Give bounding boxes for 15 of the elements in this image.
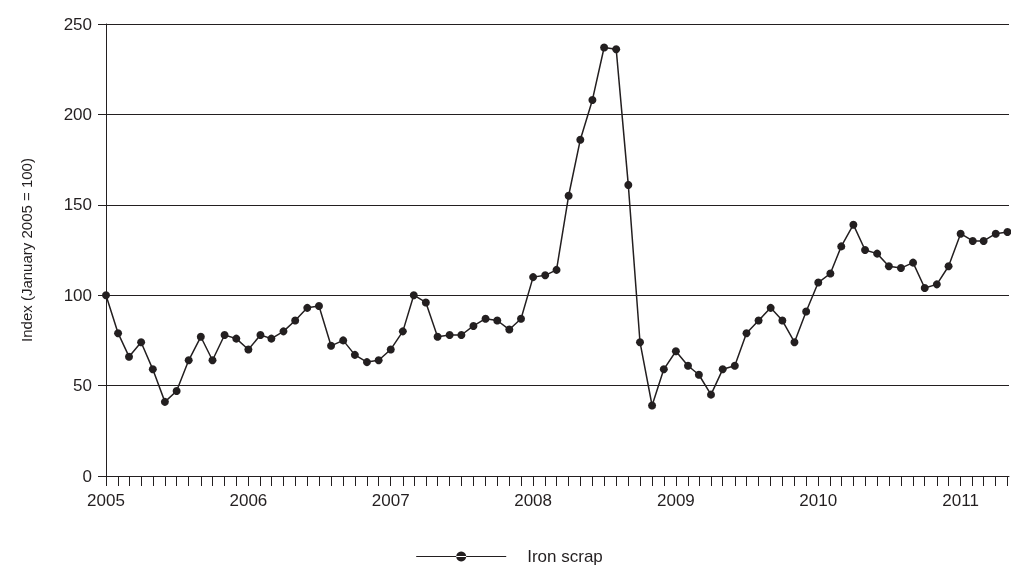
x-tick-label: 2005 (87, 491, 125, 510)
y-tick-label: 250 (63, 14, 92, 34)
y-tick-label: 50 (73, 376, 92, 396)
x-tick-label: 2007 (371, 491, 410, 510)
x-tick-label: 2006 (229, 491, 268, 510)
x-tick-label: 2010 (799, 491, 838, 510)
y-tick-label: 200 (63, 104, 92, 124)
y-tick-label: 100 (63, 285, 92, 305)
x-tick-label: 2009 (656, 491, 695, 510)
y-axis-title: Index (January 2005 = 100) (18, 158, 35, 342)
y-tick-label: 150 (63, 195, 92, 215)
x-tick-label: 2008 (514, 491, 553, 510)
y-tick-label: 0 (82, 466, 92, 486)
text: Iron scrap (527, 547, 603, 566)
x-tick-label: 2011 (942, 491, 979, 510)
